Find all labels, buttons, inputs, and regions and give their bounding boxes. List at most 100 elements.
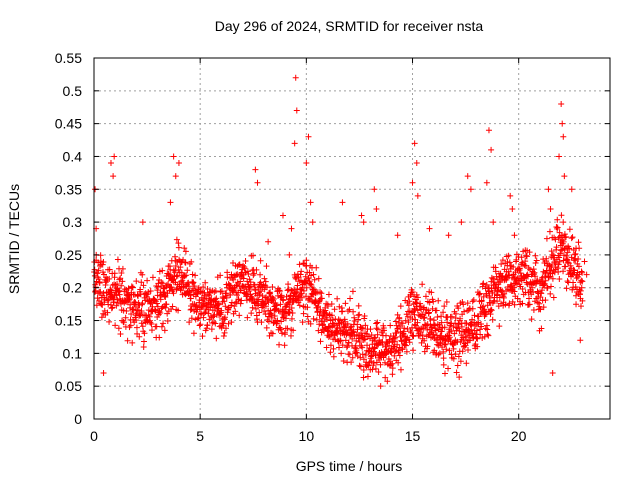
data-point (577, 287, 584, 294)
data-point (534, 299, 541, 306)
data-point (256, 291, 263, 298)
data-point (572, 257, 579, 264)
ytick-label: 0.3 (63, 214, 83, 230)
data-point (288, 225, 295, 232)
data-point (473, 334, 480, 341)
data-point (330, 345, 337, 352)
data-point (499, 257, 506, 264)
data-point (402, 342, 409, 349)
data-point (156, 334, 163, 341)
data-point (213, 335, 220, 342)
data-point (409, 332, 416, 339)
data-point (124, 337, 131, 344)
data-point (95, 259, 102, 266)
data-point (332, 336, 339, 343)
data-point (193, 309, 200, 316)
data-point (333, 329, 340, 336)
data-point (339, 199, 346, 206)
data-point (147, 300, 154, 307)
data-point (279, 212, 286, 219)
data-point (499, 272, 506, 279)
data-point (299, 319, 306, 326)
data-point (223, 325, 230, 332)
data-point (212, 288, 219, 295)
data-point (126, 296, 133, 303)
data-point (95, 267, 102, 274)
data-point (464, 173, 471, 180)
data-point (285, 281, 292, 288)
data-point (450, 345, 457, 352)
data-point (99, 261, 106, 268)
data-point (421, 348, 428, 355)
data-point (220, 333, 227, 340)
data-point (476, 290, 483, 297)
data-point (307, 320, 314, 327)
data-point (351, 318, 358, 325)
data-point (532, 252, 539, 259)
data-point (148, 320, 155, 327)
data-point (143, 293, 150, 300)
xtick-label: 0 (90, 428, 98, 444)
data-point (355, 312, 362, 319)
data-point (254, 179, 261, 186)
data-point (100, 370, 107, 377)
data-point (526, 295, 533, 302)
data-point (561, 173, 568, 180)
data-point (478, 297, 485, 304)
data-point (285, 286, 292, 293)
data-point (246, 276, 253, 283)
data-point (357, 354, 364, 361)
data-point (578, 277, 585, 284)
data-point (410, 347, 417, 354)
data-point (577, 303, 584, 310)
data-point (266, 332, 273, 339)
data-point (290, 327, 297, 334)
data-point (325, 303, 332, 310)
data-point (409, 179, 416, 186)
data-point (129, 339, 136, 346)
data-point (443, 346, 450, 353)
data-point (519, 285, 526, 292)
data-point (456, 328, 463, 335)
data-point (458, 323, 465, 330)
data-point (411, 293, 418, 300)
data-point (318, 295, 325, 302)
data-point (281, 342, 288, 349)
data-point (537, 306, 544, 313)
data-point (492, 268, 499, 275)
data-point (151, 297, 158, 304)
data-point (310, 315, 317, 322)
data-point (579, 269, 586, 276)
data-point (276, 288, 283, 295)
data-point (435, 351, 442, 358)
data-point (182, 248, 189, 255)
data-point (437, 340, 444, 347)
data-point (105, 296, 112, 303)
data-point (573, 245, 580, 252)
data-point (355, 302, 362, 309)
data-point (250, 272, 257, 279)
data-point (394, 232, 401, 239)
data-point (236, 312, 243, 319)
data-point (238, 297, 245, 304)
data-point (502, 301, 509, 308)
data-point (327, 342, 334, 349)
data-point (554, 224, 561, 231)
data-point (519, 300, 526, 307)
data-point (263, 324, 270, 331)
data-point (125, 285, 132, 292)
data-point (167, 199, 174, 206)
data-point (463, 320, 470, 327)
data-point (422, 293, 429, 300)
data-point (433, 307, 440, 314)
data-point (248, 310, 255, 317)
data-point (153, 323, 160, 330)
data-point (96, 280, 103, 287)
data-point (417, 300, 424, 307)
data-point (434, 341, 441, 348)
data-point (236, 261, 243, 268)
data-point (479, 335, 486, 342)
data-point (296, 302, 303, 309)
data-point (228, 299, 235, 306)
data-point (577, 337, 584, 344)
